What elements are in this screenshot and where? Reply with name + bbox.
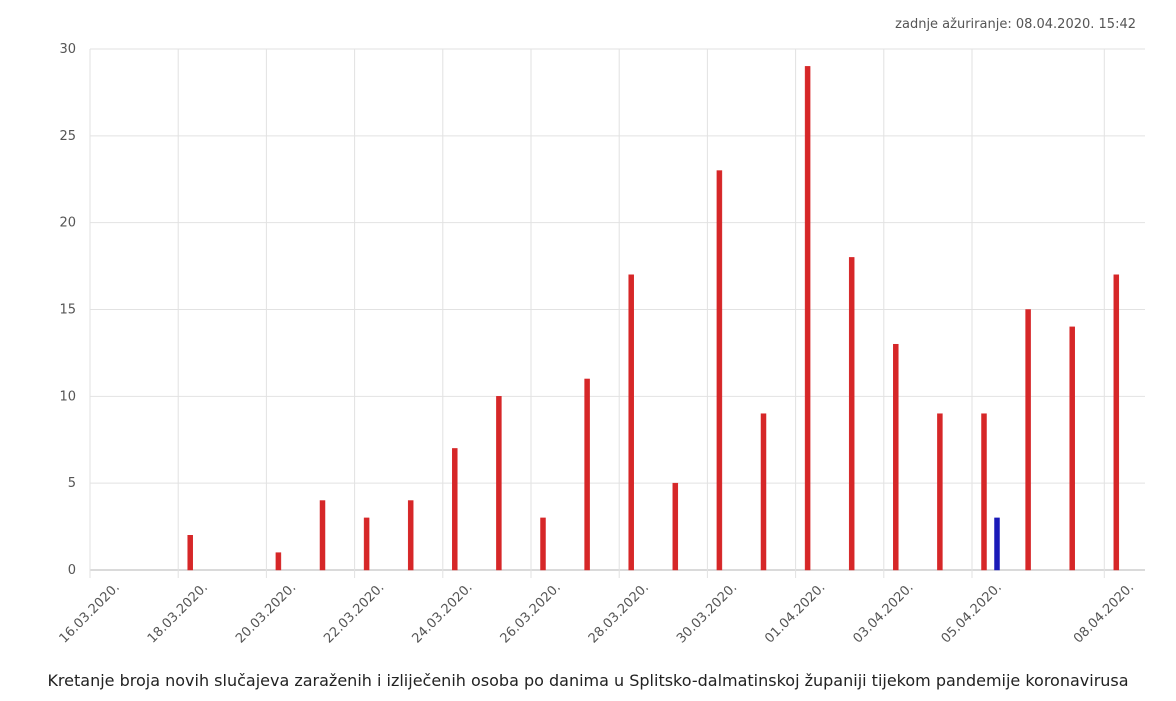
last-updated-text: zadnje ažuriranje: 08.04.2020. 15:42	[895, 17, 1136, 32]
y-tick-label: 10	[59, 389, 76, 404]
bar-new-cases	[540, 517, 546, 571]
y-tick-label: 25	[59, 129, 76, 144]
x-tick-label: 20.03.2020.	[233, 580, 299, 646]
bar-new-cases	[628, 274, 634, 571]
bar-new-cases	[760, 413, 767, 571]
y-axis-ticks: 0 5 10 15 20 25 30	[59, 42, 76, 578]
bar-new-cases	[1069, 326, 1075, 571]
x-tick-label: 28.03.2020.	[586, 580, 652, 646]
bar-new-cases	[937, 413, 943, 571]
grid	[89, 48, 1145, 578]
x-tick-label: 03.04.2020.	[850, 580, 916, 646]
bar-chart: 0 5 10 15 20 25 30 16.03.2020. 18.03.2020. 20.03…	[57, 42, 1145, 646]
x-tick-label: 08.04.2020.	[1071, 580, 1137, 646]
x-tick-label: 16.03.2020.	[57, 580, 123, 646]
bar-new-cases	[319, 500, 326, 571]
x-tick-label: 30.03.2020.	[674, 580, 740, 646]
y-tick-label: 15	[59, 303, 76, 318]
bar-new-cases	[848, 257, 855, 571]
bar-recovered	[994, 517, 1000, 571]
y-tick-label: 20	[59, 216, 76, 231]
y-tick-label: 5	[68, 476, 76, 491]
x-tick-label: 26.03.2020.	[498, 580, 564, 646]
x-axis-ticks: 16.03.2020. 18.03.2020. 20.03.2020. 22.03.2…	[57, 580, 1137, 646]
bar-new-cases	[716, 170, 723, 571]
chart-caption: Kretanje broja novih slučajeva zaraženih…	[47, 671, 1129, 690]
x-tick-label: 18.03.2020.	[145, 580, 211, 646]
x-tick-label: 01.04.2020.	[762, 580, 828, 646]
x-tick-label: 05.04.2020.	[939, 580, 1005, 646]
bar-new-cases	[804, 66, 811, 571]
bar-new-cases	[893, 343, 899, 571]
bars	[187, 66, 1120, 571]
bar-new-cases	[496, 396, 502, 571]
bar-new-cases	[584, 378, 590, 571]
bar-new-cases	[1025, 309, 1031, 571]
y-tick-label: 0	[68, 563, 76, 578]
bar-new-cases	[981, 413, 987, 571]
bar-new-cases	[407, 500, 414, 571]
bar-new-cases	[1113, 274, 1120, 571]
x-tick-label: 24.03.2020.	[409, 580, 475, 646]
bar-new-cases	[187, 535, 193, 571]
x-tick-label: 22.03.2020.	[321, 580, 387, 646]
bar-new-cases	[363, 517, 370, 571]
bar-new-cases	[452, 448, 458, 571]
bar-new-cases	[672, 482, 679, 571]
y-tick-label: 30	[59, 42, 76, 57]
bar-new-cases	[275, 552, 282, 571]
